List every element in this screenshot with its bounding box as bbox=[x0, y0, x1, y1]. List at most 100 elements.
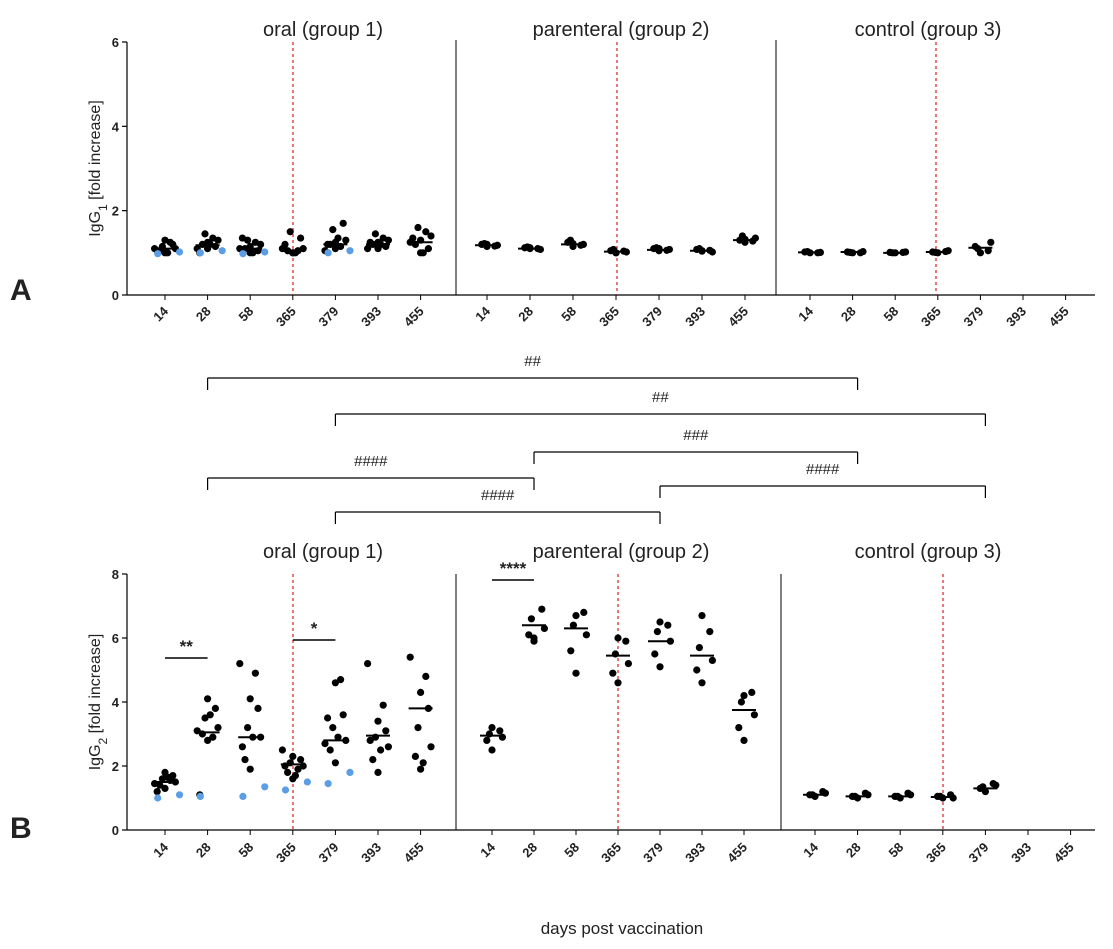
panel-label: A bbox=[10, 274, 32, 307]
data-point bbox=[364, 245, 372, 253]
data-point bbox=[819, 788, 827, 796]
group-2: parenteral (group 2) 14 28 58 365 379 393 455 bbox=[455, 19, 760, 330]
x-tick-label: 58 bbox=[558, 304, 579, 325]
data-point bbox=[249, 249, 257, 257]
data-point-highlight bbox=[154, 250, 162, 258]
data-point bbox=[289, 752, 297, 761]
data-point bbox=[161, 784, 169, 793]
x-tick-label: 28 bbox=[193, 840, 214, 861]
data-point bbox=[651, 650, 659, 658]
data-point bbox=[374, 717, 382, 725]
data-point bbox=[424, 245, 432, 253]
data-point-highlight bbox=[281, 786, 290, 794]
y-tick-label: 2 bbox=[112, 204, 119, 219]
data-point bbox=[297, 234, 305, 242]
data-point-highlight bbox=[261, 783, 269, 791]
x-tick-label: 379 bbox=[316, 840, 342, 866]
data-point bbox=[653, 628, 662, 636]
data-point bbox=[331, 679, 339, 687]
group-title: control (group 3) bbox=[855, 541, 1002, 563]
between-group-bracket: #### bbox=[207, 453, 535, 490]
data-point bbox=[419, 249, 427, 257]
data-point bbox=[740, 736, 748, 745]
data-point bbox=[297, 756, 305, 764]
data-point bbox=[417, 688, 425, 697]
group-2: parenteral (group 2) 14 28 58 365 379 393 455 bbox=[455, 541, 759, 866]
data-point bbox=[904, 789, 912, 797]
data-point bbox=[622, 637, 630, 645]
x-tick-label: 28 bbox=[193, 304, 214, 325]
x-tick-label: 58 bbox=[880, 304, 901, 325]
x-tick-label: 14 bbox=[150, 303, 171, 324]
y-axis-label-main: IgG bbox=[87, 211, 104, 237]
data-point bbox=[321, 740, 329, 748]
between-group-bracket: ## bbox=[334, 389, 987, 426]
y-axis-label-tail: [fold increase] bbox=[87, 100, 104, 204]
data-point bbox=[166, 238, 174, 246]
x-tick-label: 379 bbox=[316, 304, 342, 330]
x-tick-label: 58 bbox=[235, 840, 256, 861]
data-point bbox=[582, 631, 591, 639]
bracket-label: ## bbox=[652, 389, 669, 406]
data-point bbox=[342, 236, 350, 244]
x-tick-label: 365 bbox=[598, 840, 624, 866]
data-point bbox=[483, 736, 491, 745]
data-point bbox=[525, 631, 533, 639]
data-point bbox=[291, 772, 299, 780]
significance-label: **** bbox=[500, 559, 527, 578]
data-point bbox=[337, 676, 345, 684]
data-point bbox=[572, 669, 580, 677]
data-point-highlight bbox=[196, 249, 204, 257]
data-point bbox=[414, 724, 422, 732]
x-tick-label: 365 bbox=[918, 304, 944, 330]
data-point bbox=[414, 223, 422, 232]
data-point bbox=[861, 789, 870, 797]
data-point bbox=[614, 634, 622, 642]
data-point bbox=[655, 245, 663, 253]
data-point bbox=[324, 714, 332, 722]
data-point bbox=[246, 695, 254, 703]
group-title: control (group 3) bbox=[855, 19, 1002, 41]
x-tick-label: 393 bbox=[682, 840, 708, 866]
x-tick-label: 455 bbox=[724, 840, 750, 866]
group-1: oral (group 1) 14 28 58 365 379 393 455 bbox=[150, 19, 435, 330]
x-tick-label: 14 bbox=[800, 839, 821, 860]
data-point bbox=[740, 692, 748, 700]
x-tick-label: 14 bbox=[795, 303, 816, 324]
y-axis-label-sub: 1 bbox=[96, 204, 110, 211]
data-point bbox=[488, 746, 496, 754]
data-point bbox=[278, 746, 286, 754]
x-tick-label: 379 bbox=[639, 304, 665, 330]
data-point bbox=[419, 759, 427, 767]
data-point bbox=[281, 240, 289, 248]
between-group-bracket: #### bbox=[659, 461, 987, 498]
data-point bbox=[369, 756, 377, 764]
x-tick-label: 28 bbox=[515, 304, 536, 325]
x-tick-label: 455 bbox=[401, 304, 427, 330]
data-point bbox=[614, 679, 622, 687]
data-point bbox=[251, 669, 259, 677]
data-point bbox=[366, 736, 374, 745]
data-point bbox=[567, 647, 575, 655]
data-point bbox=[527, 615, 536, 623]
data-point bbox=[989, 780, 997, 788]
data-point bbox=[496, 727, 504, 735]
x-tick-label: 14 bbox=[472, 303, 493, 324]
bracket-label: #### bbox=[806, 461, 840, 478]
bracket-label: #### bbox=[354, 453, 388, 470]
data-point-highlight bbox=[324, 780, 332, 788]
data-point bbox=[284, 768, 292, 777]
data-point-highlight bbox=[346, 768, 354, 777]
data-point bbox=[750, 711, 759, 719]
x-tick-label: 365 bbox=[273, 304, 299, 330]
data-point bbox=[656, 618, 664, 626]
y-tick-label: 6 bbox=[112, 35, 119, 50]
x-tick-label: 28 bbox=[519, 840, 540, 861]
x-tick-label: 393 bbox=[358, 304, 384, 330]
data-point bbox=[698, 679, 706, 687]
bracket-label: ### bbox=[683, 427, 709, 444]
x-tick-label: 455 bbox=[1051, 840, 1077, 866]
data-point bbox=[374, 768, 382, 777]
x-tick-label: 365 bbox=[923, 840, 949, 866]
